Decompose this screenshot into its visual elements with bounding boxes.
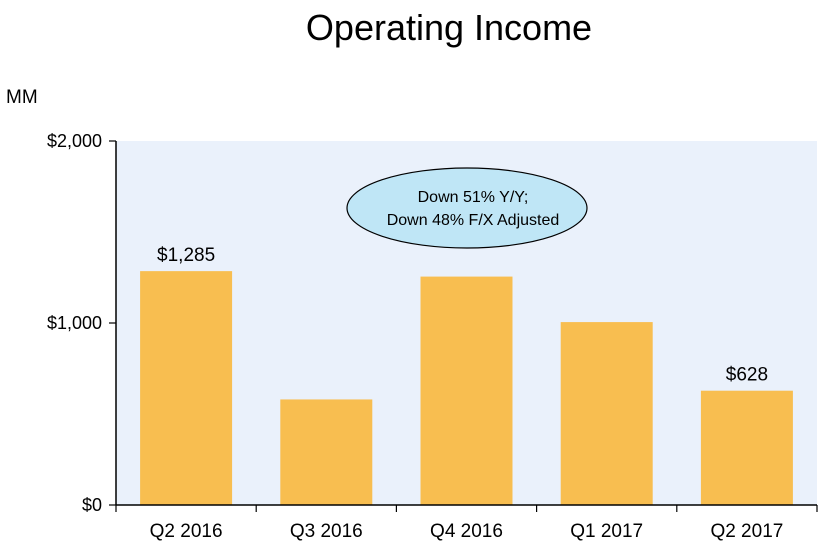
bar-q1-2017 xyxy=(560,322,653,505)
x-tick-label: Q2 2016 xyxy=(150,521,223,542)
unit-label: MM xyxy=(6,87,38,108)
annotation-line-1: Down 51% Y/Y; xyxy=(418,189,529,206)
data-label-q2-2016: $1,285 xyxy=(157,245,215,266)
x-tick-label: Q1 2017 xyxy=(570,521,643,542)
bar-q3-2016 xyxy=(280,399,373,505)
annotation-ellipse xyxy=(346,167,588,249)
data-label-q2-2017: $628 xyxy=(726,365,768,386)
y-tick-label: $2,000 xyxy=(47,131,102,151)
bar-q2-2017 xyxy=(700,390,793,505)
x-tick-label: Q2 2017 xyxy=(710,521,783,542)
data-labels: $1,285 $628 xyxy=(157,245,768,386)
annotation-bubble: Down 51% Y/Y; Down 48% F/X Adjusted xyxy=(346,167,588,249)
x-tick-label: Q4 2016 xyxy=(430,521,503,542)
x-tick-label: Q3 2016 xyxy=(290,521,363,542)
y-tick-label: $1,000 xyxy=(47,313,102,333)
bars xyxy=(140,271,793,505)
chart-title: Operating Income xyxy=(306,7,592,48)
bar-q4-2016 xyxy=(420,276,513,505)
annotation-line-2: Down 48% F/X Adjusted xyxy=(387,212,560,229)
bar-q2-2016 xyxy=(140,271,233,505)
y-tick-label: $0 xyxy=(82,495,102,515)
axes: Q2 2016 Q3 2016 Q4 2016 Q1 2017 Q2 2017 $0 $1,… xyxy=(47,131,818,542)
